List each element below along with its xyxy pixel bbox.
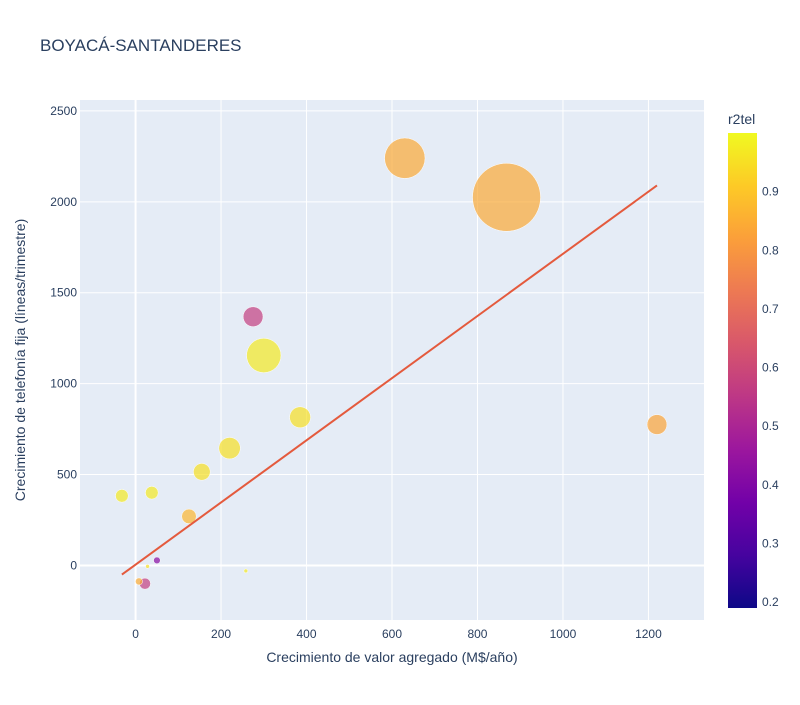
bubble-marker (135, 577, 143, 586)
bubble-marker (115, 489, 129, 503)
colorbar-tick-label: 0.5 (762, 419, 779, 433)
y-tick-label: 1500 (50, 286, 77, 300)
x-tick-label: 1200 (635, 627, 662, 641)
bubble-marker (153, 556, 161, 564)
y-tick-label: 500 (57, 468, 77, 482)
colorbar-tick-label: 0.8 (762, 243, 779, 257)
y-tick-label: 1000 (50, 377, 77, 391)
bubble-marker (472, 163, 541, 232)
colorbar-tick-label: 0.9 (762, 185, 779, 199)
bubble-marker (289, 406, 311, 429)
bubble-marker (243, 568, 249, 574)
bubble-marker (384, 137, 426, 179)
x-tick-label: 200 (211, 627, 231, 641)
colorbar-tick-label: 0.4 (762, 478, 779, 492)
colorbar-title: r2tel (728, 111, 755, 127)
x-tick-label: 400 (297, 627, 317, 641)
x-axis-title: Crecimiento de valor agregado (M$/año) (266, 649, 517, 665)
trendline (121, 184, 658, 576)
y-tick-label: 0 (70, 558, 77, 572)
bubble-marker (246, 337, 282, 373)
bubble-marker (646, 414, 668, 435)
colorbar-tick-label: 0.6 (762, 361, 779, 375)
colorbar-gradient (728, 133, 757, 608)
y-tick-label: 2000 (50, 195, 77, 209)
x-tick-label: 0 (132, 627, 139, 641)
y-axis-title: Crecimiento de telefonía fija (líneas/tr… (12, 219, 28, 501)
markers (115, 137, 668, 590)
bubble-marker (193, 463, 211, 481)
tick-labels: 0 200 400 600 800 1000 1200 0 500 1000 1500 2000 250… (50, 104, 662, 641)
colorbar-tick-label: 0.7 (762, 302, 779, 316)
bubble-marker (145, 486, 159, 500)
colorbar: r2tel 0.2 0.3 0.4 0.5 0.6 0.7 0.8 0.9 (728, 111, 779, 609)
trendline-layer (121, 184, 658, 576)
x-tick-label: 800 (467, 627, 487, 641)
x-tick-label: 600 (382, 627, 402, 641)
y-tick-label: 2500 (50, 104, 77, 118)
chart-title: BOYACÁ-SANTANDERES (40, 36, 242, 55)
x-tick-label: 1000 (550, 627, 577, 641)
colorbar-tick-label: 0.3 (762, 536, 779, 550)
grid (80, 100, 704, 620)
bubble-marker (218, 437, 241, 460)
colorbar-tick-label: 0.2 (762, 595, 779, 609)
bubble-marker (181, 508, 197, 524)
bubble-marker (242, 306, 264, 327)
bubble-marker (145, 564, 150, 569)
